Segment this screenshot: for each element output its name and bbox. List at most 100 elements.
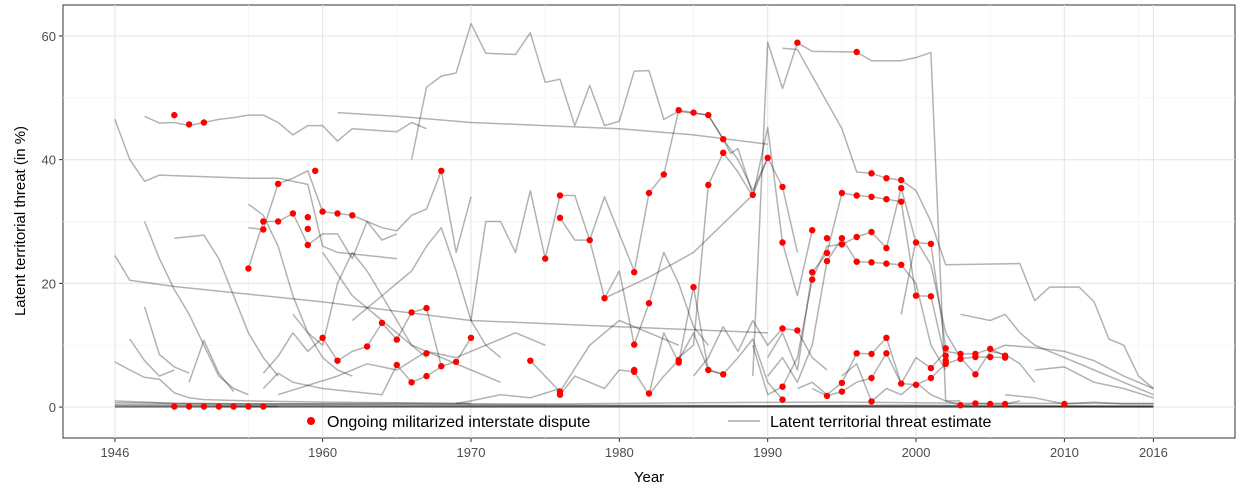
dispute-point — [527, 357, 534, 364]
dispute-point — [452, 358, 460, 366]
dispute-point — [898, 184, 905, 192]
dispute-point — [645, 390, 653, 397]
threat-line-4 — [114, 400, 1154, 407]
dispute-point — [987, 353, 994, 361]
dispute-point — [1001, 400, 1009, 408]
dispute-point — [809, 269, 816, 276]
threat-line-49 — [1005, 393, 1154, 405]
dispute-point — [289, 210, 297, 217]
dispute-point — [542, 255, 549, 262]
dispute-point — [987, 400, 994, 408]
threat-line-26 — [351, 226, 502, 359]
x-tick-label: 1946 — [100, 445, 129, 460]
y-tick-label: 60 — [42, 29, 56, 44]
dispute-point — [883, 196, 890, 203]
dispute-point — [823, 392, 831, 400]
threat-line-5 — [114, 403, 1154, 408]
series-layer — [114, 22, 1154, 408]
dispute-point — [393, 336, 400, 343]
dispute-point — [705, 181, 712, 189]
dispute-point — [838, 379, 846, 387]
dispute-point — [838, 189, 846, 197]
dispute-point — [972, 353, 979, 361]
dispute-point — [408, 309, 415, 316]
threat-line-15 — [188, 339, 235, 393]
dispute-point — [349, 212, 356, 219]
dispute-point — [319, 208, 326, 215]
threat-line-30 — [529, 319, 679, 393]
threat-line-35 — [648, 332, 784, 401]
dispute-point — [334, 210, 341, 217]
dispute-point — [883, 244, 890, 252]
threat-line-28 — [455, 387, 561, 405]
threat-line-38 — [752, 41, 961, 402]
dispute-point — [912, 381, 920, 388]
dispute-layer — [171, 39, 1068, 410]
dispute-point — [823, 235, 831, 242]
dispute-point — [883, 334, 890, 341]
dispute-point — [423, 350, 430, 357]
dispute-point — [438, 363, 445, 370]
dispute-point — [720, 149, 727, 156]
legend-label-dispute: Ongoing militarized interstate dispute — [327, 414, 590, 431]
dispute-point — [853, 258, 860, 265]
legend: Ongoing militarized interstate dispute L… — [307, 414, 992, 431]
dispute-point — [438, 167, 445, 174]
dispute-point — [927, 293, 935, 300]
dispute-point — [868, 374, 875, 382]
dispute-point — [260, 226, 267, 233]
dispute-point — [779, 183, 786, 191]
dispute-point — [853, 192, 860, 199]
dispute-point — [334, 357, 341, 364]
dispute-point — [245, 403, 252, 410]
dispute-point — [200, 403, 208, 410]
y-axis-title: Latent territorial threat (in %) — [12, 126, 29, 316]
dispute-point — [927, 240, 935, 247]
legend-key-dispute — [307, 417, 315, 425]
y-tick-label: 0 — [49, 400, 56, 415]
x-tick-label: 1970 — [457, 445, 486, 460]
dispute-point — [838, 388, 846, 395]
dispute-point — [556, 391, 564, 398]
threat-line-36 — [678, 126, 813, 359]
dispute-point — [423, 372, 430, 380]
dispute-point — [274, 180, 282, 187]
dispute-point — [408, 379, 415, 386]
dispute-point — [319, 334, 326, 341]
dispute-point — [868, 350, 875, 358]
dispute-point — [705, 366, 712, 374]
dispute-point — [898, 198, 905, 205]
dispute-point — [868, 259, 875, 266]
threat-line-24 — [321, 251, 501, 383]
threat-line-18 — [248, 170, 472, 254]
dispute-point — [556, 192, 564, 199]
dispute-point — [631, 269, 638, 276]
x-tick-label: 1960 — [308, 445, 337, 460]
threat-line-21 — [262, 364, 442, 396]
dispute-point — [987, 345, 994, 353]
dispute-point — [972, 371, 979, 378]
dispute-point — [645, 189, 653, 197]
dispute-point — [927, 364, 935, 372]
dispute-point — [823, 257, 831, 265]
dispute-point — [586, 236, 593, 244]
threat-line-32 — [559, 286, 724, 396]
threat-line-46 — [900, 239, 1036, 383]
dispute-point — [972, 400, 979, 407]
dispute-point — [378, 319, 386, 327]
dispute-point — [720, 136, 727, 143]
x-tick-label: 1990 — [753, 445, 782, 460]
dispute-point — [720, 371, 727, 378]
y-tick-label: 40 — [42, 153, 56, 168]
dispute-point — [631, 366, 638, 374]
dispute-point — [883, 350, 890, 357]
dispute-point — [1001, 354, 1009, 361]
threat-line-10 — [129, 338, 175, 377]
dispute-point — [912, 239, 920, 246]
dispute-point — [957, 350, 964, 358]
dispute-point — [898, 176, 905, 184]
threat-line-47 — [960, 313, 1154, 396]
dispute-point — [660, 171, 667, 178]
